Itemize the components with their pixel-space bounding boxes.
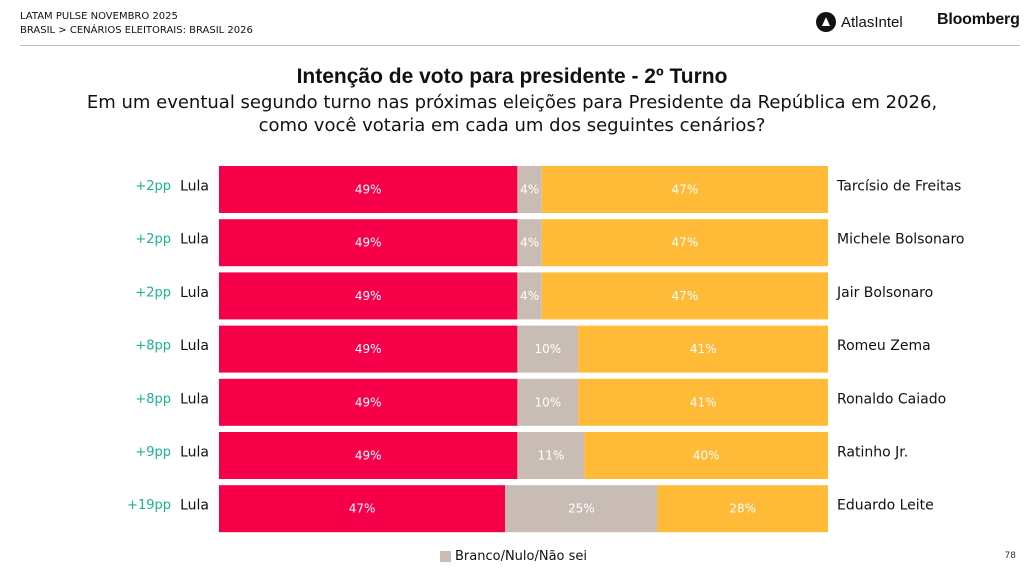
chart-subtitle-line-2: como você votaria em cada um dos seguint… (258, 115, 766, 136)
bar-segment-blank (517, 432, 585, 479)
bar-segment-blank (505, 485, 658, 533)
data-label-blank: 4% (520, 236, 539, 250)
bar-segment-lula (219, 432, 518, 479)
chart-title: Intenção de voto para presidente - 2º Tu… (296, 65, 728, 88)
data-label-lula: 49% (355, 236, 382, 250)
data-label-opponent: 41% (690, 342, 717, 356)
bar-segment-opponent (541, 272, 828, 320)
bar-segment-opponent (541, 166, 828, 213)
data-label-blank: 25% (568, 502, 595, 516)
data-label-blank: 4% (520, 289, 539, 303)
opponent-name-label: Tarcísio de Freitas (836, 179, 961, 195)
margin-label: +8pp (135, 339, 171, 354)
report-header: LATAM PULSE NOVEMBRO 2025 BRASIL > CENÁR… (20, 10, 253, 38)
opponent-name-label: Jair Bolsonaro (836, 285, 933, 301)
data-label-lula: 49% (355, 342, 382, 356)
chart-subtitle-line-1: Em um eventual segundo turno nas próxima… (86, 92, 938, 113)
margin-label: +8pp (135, 392, 171, 407)
opponent-name-label: Michele Bolsonaro (837, 232, 965, 248)
data-label-opponent: 40% (693, 449, 720, 463)
legend-label-blank: Branco/Nulo/Não sei (455, 549, 588, 564)
left-candidate-label: Lula (180, 338, 209, 354)
bar-segment-opponent (578, 378, 828, 426)
data-label-lula: 47% (349, 502, 376, 516)
bar-segment-blank (517, 166, 542, 213)
left-candidate-label: Lula (180, 391, 209, 407)
left-candidate-label: Lula (180, 498, 209, 514)
data-label-opponent: 47% (672, 183, 699, 197)
bar-segment-blank (517, 272, 542, 320)
opponent-name-label: Ratinho Jr. (837, 445, 908, 461)
bar-segment-opponent (541, 219, 828, 267)
bar-segment-lula (219, 485, 506, 533)
header-divider (20, 45, 1020, 46)
data-label-opponent: 41% (690, 395, 717, 409)
opponent-name-label: Romeu Zema (837, 338, 931, 354)
bar-segment-lula (219, 166, 518, 213)
bar-segment-opponent (578, 325, 828, 373)
data-label-lula: 49% (355, 395, 382, 409)
left-candidate-label: Lula (180, 445, 209, 461)
margin-label: +2pp (135, 285, 171, 300)
margin-label: +2pp (135, 179, 171, 194)
margin-label: +2pp (135, 232, 171, 247)
data-label-lula: 49% (355, 183, 382, 197)
bloomberg-logo: Bloomberg (937, 11, 1020, 28)
chart-subtitle: Em um eventual segundo turno nas próxima… (0, 91, 1024, 137)
left-candidate-label: Lula (180, 285, 209, 301)
bar-segment-blank (517, 219, 542, 267)
atlas-logo-icon (816, 12, 836, 32)
data-label-opponent: 28% (729, 502, 756, 516)
data-label-opponent: 47% (672, 289, 699, 303)
data-label-opponent: 47% (672, 236, 699, 250)
data-label-blank: 10% (535, 395, 562, 409)
bar-segment-blank (517, 325, 579, 373)
bar-segment-lula (219, 325, 518, 373)
bar-segment-blank (517, 378, 579, 426)
atlasintel-brand-text: AtlasIntel (841, 13, 903, 31)
report-series-label: LATAM PULSE NOVEMBRO 2025 (20, 11, 178, 22)
bar-segment-opponent (657, 485, 828, 533)
data-label-lula: 49% (355, 289, 382, 303)
legend-swatch-blank (440, 551, 451, 562)
bar-segment-opponent (584, 432, 828, 479)
page-number: 78 (1004, 551, 1016, 561)
margin-label: +9pp (135, 445, 171, 460)
opponent-name-label: Eduardo Leite (837, 498, 934, 514)
bar-segment-lula (219, 378, 518, 426)
atlasintel-logo: AtlasIntel (816, 11, 903, 33)
bar-segment-lula (219, 219, 518, 267)
data-label-blank: 11% (538, 449, 565, 463)
left-candidate-label: Lula (180, 179, 209, 195)
margin-label: +19pp (127, 498, 171, 513)
legend: Branco/Nulo/Não sei (440, 549, 587, 564)
breadcrumb: BRASIL > CENÁRIOS ELEITORAIS: BRASIL 202… (20, 25, 253, 36)
data-label-blank: 10% (535, 342, 562, 356)
left-candidate-label: Lula (180, 232, 209, 248)
opponent-name-label: Ronaldo Caiado (837, 391, 946, 407)
data-label-lula: 49% (355, 449, 382, 463)
data-label-blank: 4% (520, 183, 539, 197)
bar-segment-lula (219, 272, 518, 320)
